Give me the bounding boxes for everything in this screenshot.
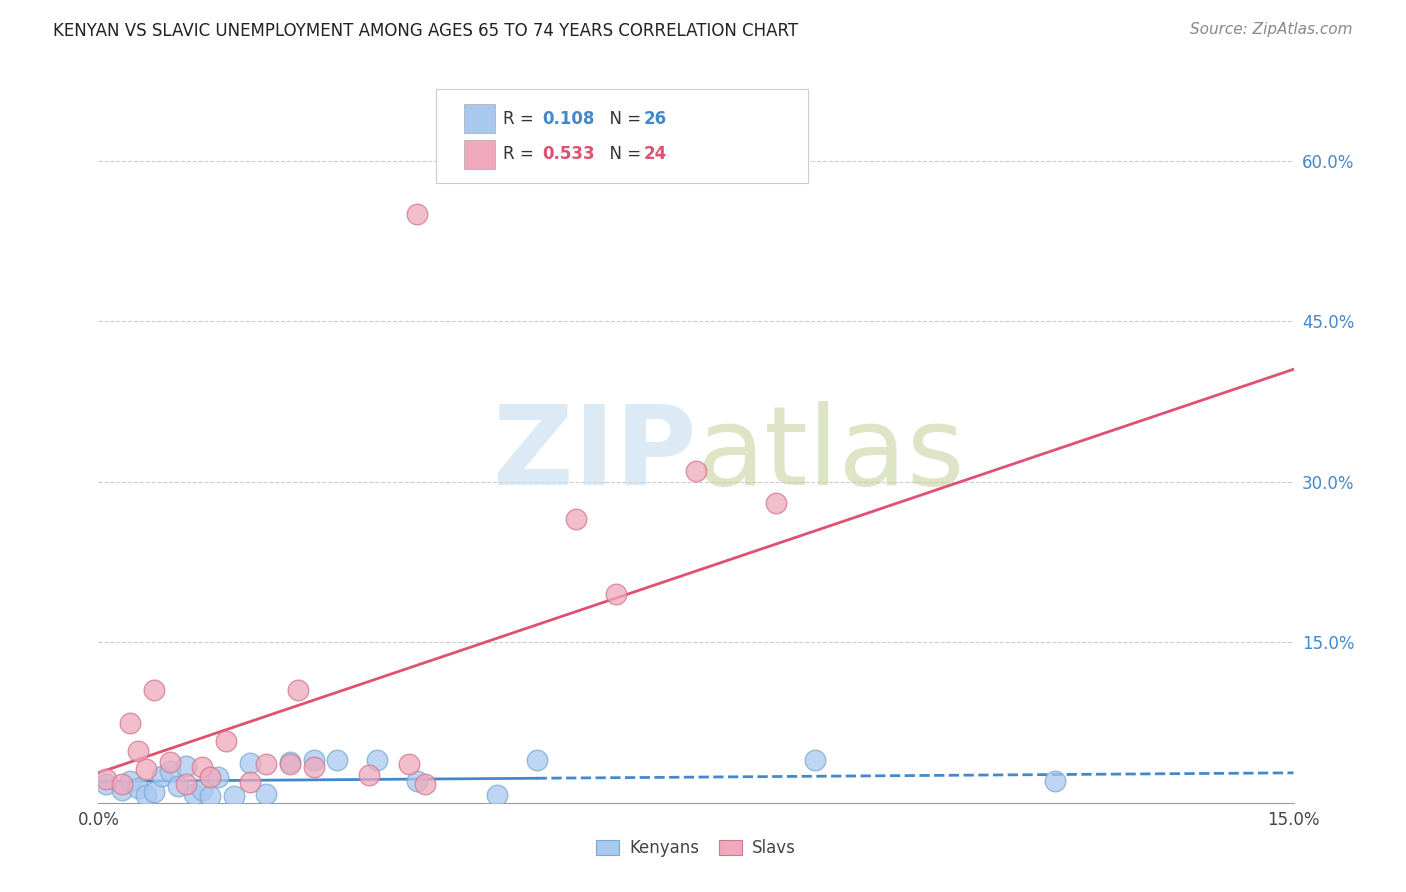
Point: [207, 770, 229, 784]
Point: [191, 760, 214, 774]
Text: 24: 24: [644, 145, 668, 163]
Text: N =: N =: [599, 110, 647, 128]
Point: [127, 744, 149, 758]
Point: [239, 756, 262, 771]
Point: [222, 789, 245, 804]
Point: [183, 787, 205, 801]
Point: [120, 715, 142, 730]
Point: [406, 207, 429, 221]
Text: atlas: atlas: [696, 401, 965, 508]
Point: [302, 753, 325, 767]
Text: ZIP: ZIP: [492, 401, 696, 508]
Point: [198, 770, 221, 784]
Point: [526, 753, 548, 767]
Point: [96, 776, 118, 790]
Point: [239, 775, 262, 789]
Point: [413, 776, 436, 790]
Point: [278, 757, 301, 772]
Text: N =: N =: [599, 145, 647, 163]
Text: R =: R =: [503, 110, 540, 128]
Point: [135, 789, 157, 803]
Point: [174, 776, 197, 790]
Legend: Kenyans, Slavs: Kenyans, Slavs: [589, 833, 803, 864]
Point: [605, 587, 627, 601]
Point: [198, 789, 221, 804]
Text: 0.533: 0.533: [543, 145, 595, 163]
Point: [804, 753, 827, 767]
Text: R =: R =: [503, 145, 540, 163]
Text: 26: 26: [644, 110, 666, 128]
Point: [191, 783, 214, 797]
Point: [406, 774, 429, 789]
Point: [254, 757, 277, 772]
Point: [565, 512, 588, 526]
Point: [366, 753, 388, 767]
Point: [302, 760, 325, 774]
Point: [120, 774, 142, 789]
Point: [167, 779, 190, 793]
Point: [398, 757, 420, 772]
Point: [135, 762, 157, 776]
Point: [159, 764, 181, 778]
Point: [127, 780, 149, 795]
Point: [485, 789, 508, 803]
Point: [143, 683, 166, 698]
Text: Source: ZipAtlas.com: Source: ZipAtlas.com: [1189, 22, 1353, 37]
Point: [254, 787, 277, 801]
Point: [215, 733, 238, 747]
Point: [1043, 774, 1066, 789]
Point: [685, 464, 707, 478]
Point: [174, 759, 197, 773]
Point: [359, 768, 381, 782]
Point: [111, 783, 134, 797]
Point: [159, 755, 181, 769]
Point: [278, 755, 301, 769]
Point: [287, 683, 309, 698]
Point: [765, 496, 787, 510]
Point: [96, 772, 118, 787]
Text: KENYAN VS SLAVIC UNEMPLOYMENT AMONG AGES 65 TO 74 YEARS CORRELATION CHART: KENYAN VS SLAVIC UNEMPLOYMENT AMONG AGES…: [53, 22, 799, 40]
Point: [150, 769, 173, 783]
Point: [111, 776, 134, 790]
Point: [326, 753, 349, 767]
Text: 0.108: 0.108: [543, 110, 595, 128]
Point: [143, 785, 166, 799]
